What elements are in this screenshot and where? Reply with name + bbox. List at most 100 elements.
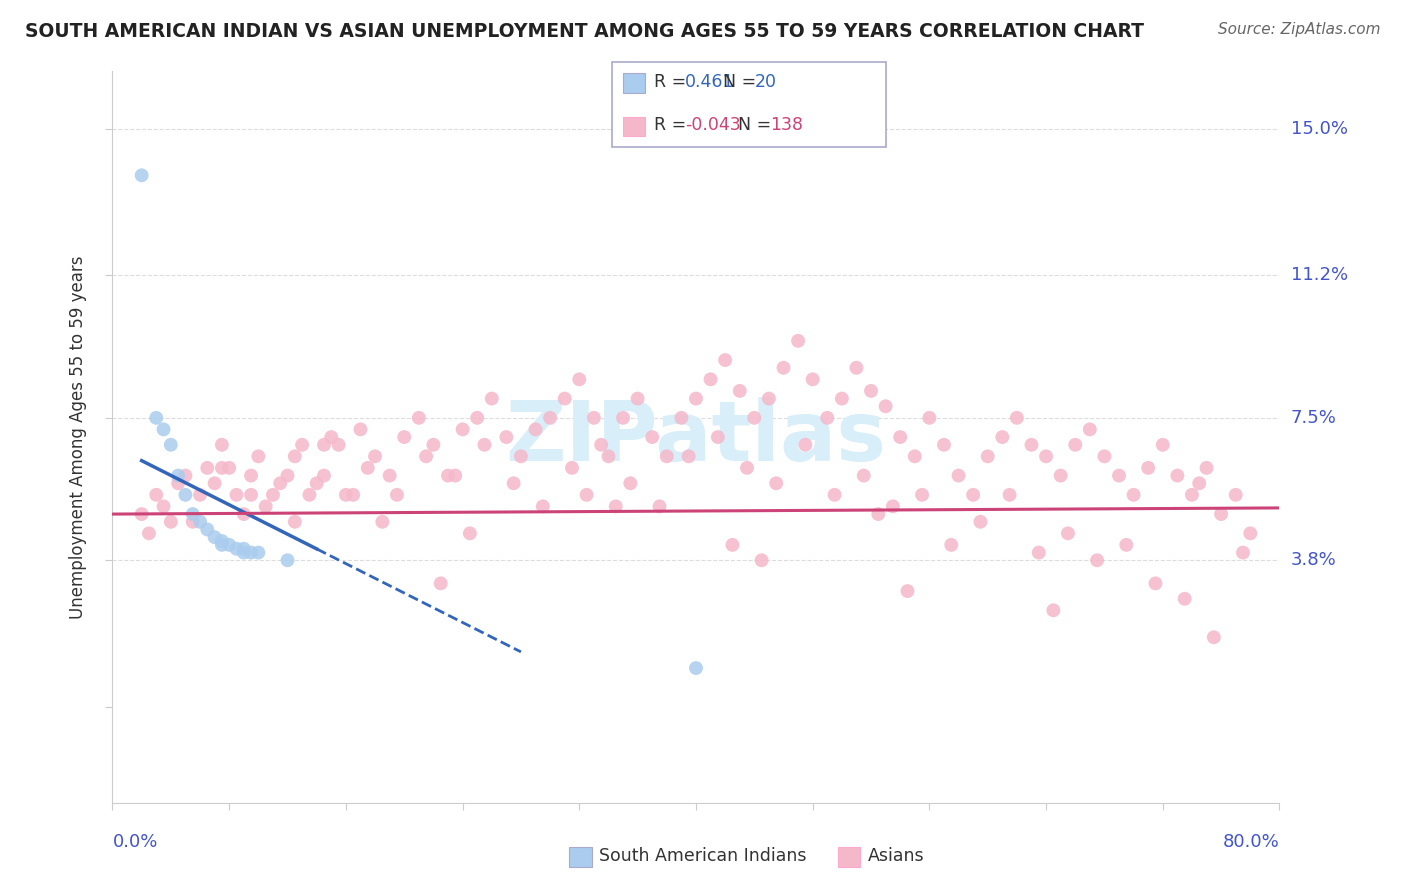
- Text: 15.0%: 15.0%: [1291, 120, 1347, 138]
- Point: [1108, 468, 1130, 483]
- Point: [758, 392, 780, 406]
- Point: [948, 468, 970, 483]
- Point: [648, 500, 671, 514]
- Point: [218, 538, 240, 552]
- Point: [298, 488, 321, 502]
- Point: [152, 422, 174, 436]
- Point: [582, 410, 605, 425]
- Point: [284, 450, 307, 464]
- Point: [801, 372, 824, 386]
- Point: [138, 526, 160, 541]
- Point: [232, 507, 254, 521]
- Point: [1085, 553, 1108, 567]
- Point: [641, 430, 664, 444]
- Point: [831, 392, 853, 406]
- Point: [1057, 526, 1080, 541]
- Point: [188, 488, 211, 502]
- Point: [1021, 438, 1043, 452]
- Point: [481, 392, 503, 406]
- Point: [321, 430, 343, 444]
- Point: [655, 450, 678, 464]
- Point: [612, 410, 634, 425]
- Text: R =: R =: [654, 73, 692, 91]
- Text: Source: ZipAtlas.com: Source: ZipAtlas.com: [1218, 22, 1381, 37]
- Text: 3.8%: 3.8%: [1291, 551, 1336, 569]
- Text: 7.5%: 7.5%: [1291, 409, 1337, 427]
- Point: [721, 538, 744, 552]
- Point: [1174, 591, 1197, 606]
- Point: [364, 450, 387, 464]
- Point: [1094, 450, 1116, 464]
- Point: [458, 526, 481, 541]
- Point: [1239, 526, 1261, 541]
- Point: [751, 553, 773, 567]
- Point: [575, 488, 598, 502]
- Point: [882, 500, 904, 514]
- Point: [247, 545, 270, 559]
- Point: [1232, 545, 1254, 559]
- Point: [714, 353, 737, 368]
- Point: [1078, 422, 1101, 436]
- Point: [371, 515, 394, 529]
- Point: [1209, 507, 1232, 521]
- Point: [991, 430, 1014, 444]
- Point: [335, 488, 357, 502]
- Point: [174, 488, 197, 502]
- Point: [787, 334, 810, 348]
- Point: [276, 553, 298, 567]
- Point: [1195, 461, 1218, 475]
- Point: [342, 488, 364, 502]
- Point: [160, 515, 183, 529]
- Point: [1166, 468, 1188, 483]
- Point: [824, 488, 846, 502]
- Point: [868, 507, 890, 521]
- Point: [305, 476, 328, 491]
- Point: [531, 500, 554, 514]
- Point: [145, 410, 167, 425]
- Point: [815, 410, 838, 425]
- Point: [328, 438, 350, 452]
- Point: [1115, 538, 1137, 552]
- Point: [160, 438, 183, 452]
- Point: [254, 500, 277, 514]
- Point: [240, 468, 263, 483]
- Text: 20: 20: [755, 73, 778, 91]
- Point: [312, 468, 335, 483]
- Point: [671, 410, 693, 425]
- Point: [174, 468, 197, 483]
- Point: [167, 468, 190, 483]
- Text: SOUTH AMERICAN INDIAN VS ASIAN UNEMPLOYMENT AMONG AGES 55 TO 59 YEARS CORRELATIO: SOUTH AMERICAN INDIAN VS ASIAN UNEMPLOYM…: [25, 22, 1144, 41]
- Point: [1188, 476, 1211, 491]
- Point: [437, 468, 460, 483]
- Point: [794, 438, 817, 452]
- Point: [699, 372, 721, 386]
- Point: [605, 500, 627, 514]
- Point: [538, 410, 561, 425]
- Text: R =: R =: [654, 116, 692, 134]
- Point: [188, 515, 211, 529]
- Point: [276, 468, 298, 483]
- Point: [765, 476, 787, 491]
- Point: [1144, 576, 1167, 591]
- Point: [1225, 488, 1247, 502]
- Point: [312, 438, 335, 452]
- Point: [181, 515, 204, 529]
- Point: [554, 392, 576, 406]
- Text: 80.0%: 80.0%: [1223, 833, 1279, 851]
- Point: [591, 438, 613, 452]
- Text: 11.2%: 11.2%: [1291, 267, 1348, 285]
- Point: [349, 422, 371, 436]
- Point: [131, 169, 153, 183]
- Y-axis label: Unemployment Among Ages 55 to 59 years: Unemployment Among Ages 55 to 59 years: [69, 255, 87, 619]
- Point: [1028, 545, 1050, 559]
- Text: -0.043: -0.043: [685, 116, 741, 134]
- Point: [195, 461, 218, 475]
- Point: [904, 450, 927, 464]
- Point: [1035, 450, 1057, 464]
- Point: [225, 488, 247, 502]
- Point: [678, 450, 700, 464]
- Point: [204, 476, 226, 491]
- Point: [509, 450, 531, 464]
- Point: [502, 476, 524, 491]
- Point: [568, 372, 591, 386]
